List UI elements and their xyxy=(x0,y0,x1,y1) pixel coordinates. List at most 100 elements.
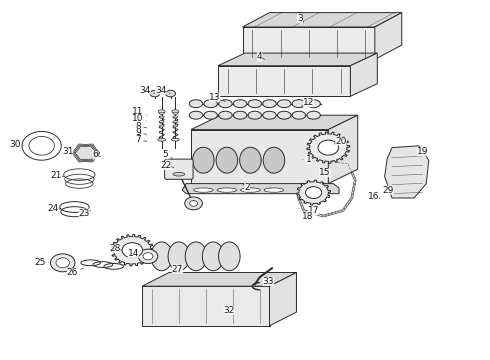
Text: 32: 32 xyxy=(223,306,235,315)
Polygon shape xyxy=(297,180,330,205)
Text: 1: 1 xyxy=(303,156,312,164)
Circle shape xyxy=(22,131,61,160)
Text: 24: 24 xyxy=(48,204,61,213)
Ellipse shape xyxy=(173,121,178,123)
Ellipse shape xyxy=(173,112,178,114)
Circle shape xyxy=(50,254,75,272)
Text: 14: 14 xyxy=(127,249,140,258)
Text: 12: 12 xyxy=(301,98,315,107)
Text: 8: 8 xyxy=(135,122,147,131)
Text: 15: 15 xyxy=(319,168,331,177)
Ellipse shape xyxy=(172,110,179,113)
Circle shape xyxy=(318,140,339,155)
Ellipse shape xyxy=(150,90,160,97)
Ellipse shape xyxy=(159,116,164,118)
Ellipse shape xyxy=(159,112,164,114)
Ellipse shape xyxy=(204,111,218,119)
Ellipse shape xyxy=(219,100,232,108)
Text: 26: 26 xyxy=(67,268,83,277)
Polygon shape xyxy=(218,53,377,66)
Polygon shape xyxy=(328,115,358,184)
Text: 5: 5 xyxy=(163,150,172,159)
Circle shape xyxy=(143,253,153,260)
Ellipse shape xyxy=(159,125,164,127)
Ellipse shape xyxy=(158,138,166,141)
Ellipse shape xyxy=(240,147,261,173)
Circle shape xyxy=(306,187,321,199)
Text: 18: 18 xyxy=(302,212,314,220)
Polygon shape xyxy=(111,234,154,266)
Circle shape xyxy=(122,243,143,258)
Ellipse shape xyxy=(264,188,284,192)
Ellipse shape xyxy=(216,147,238,173)
Text: 23: 23 xyxy=(78,209,91,217)
Text: 33: 33 xyxy=(263,277,274,286)
Ellipse shape xyxy=(204,100,218,108)
Ellipse shape xyxy=(193,147,214,173)
Polygon shape xyxy=(191,130,328,184)
Polygon shape xyxy=(375,13,402,59)
Ellipse shape xyxy=(173,116,178,118)
Polygon shape xyxy=(72,144,100,162)
Circle shape xyxy=(29,136,54,155)
Ellipse shape xyxy=(189,111,203,119)
Ellipse shape xyxy=(307,111,320,119)
Ellipse shape xyxy=(185,242,207,271)
Text: 29: 29 xyxy=(382,186,394,195)
Text: 11: 11 xyxy=(132,107,147,116)
Ellipse shape xyxy=(307,100,320,108)
Ellipse shape xyxy=(219,242,240,271)
Text: 17: 17 xyxy=(308,206,319,215)
Ellipse shape xyxy=(166,90,175,97)
Text: 4: 4 xyxy=(257,53,265,62)
Circle shape xyxy=(56,258,70,268)
Polygon shape xyxy=(74,145,98,161)
Ellipse shape xyxy=(241,188,260,192)
Text: 34: 34 xyxy=(139,86,155,95)
Ellipse shape xyxy=(158,110,165,113)
Polygon shape xyxy=(142,273,296,286)
Ellipse shape xyxy=(277,111,291,119)
Text: 27: 27 xyxy=(172,265,183,274)
Ellipse shape xyxy=(263,147,285,173)
Text: 28: 28 xyxy=(109,244,122,253)
Ellipse shape xyxy=(173,125,178,127)
Ellipse shape xyxy=(277,100,291,108)
Ellipse shape xyxy=(202,242,224,271)
Text: 9: 9 xyxy=(135,128,147,137)
Text: 31: 31 xyxy=(62,147,75,156)
Text: 34: 34 xyxy=(155,86,171,95)
Text: 30: 30 xyxy=(9,140,24,149)
Ellipse shape xyxy=(219,111,232,119)
Polygon shape xyxy=(191,115,358,130)
Ellipse shape xyxy=(292,100,306,108)
Circle shape xyxy=(185,197,202,210)
Polygon shape xyxy=(350,53,377,96)
Ellipse shape xyxy=(168,242,190,271)
Polygon shape xyxy=(243,13,402,27)
Ellipse shape xyxy=(233,111,247,119)
Polygon shape xyxy=(75,146,97,160)
Ellipse shape xyxy=(248,100,262,108)
Circle shape xyxy=(190,201,197,206)
Polygon shape xyxy=(307,132,350,163)
Text: 22: 22 xyxy=(160,161,174,170)
Text: 19: 19 xyxy=(416,148,428,157)
Ellipse shape xyxy=(194,188,213,192)
Ellipse shape xyxy=(159,121,164,123)
Polygon shape xyxy=(243,27,375,59)
Circle shape xyxy=(138,249,158,264)
Ellipse shape xyxy=(263,100,276,108)
Ellipse shape xyxy=(233,100,247,108)
Text: 21: 21 xyxy=(50,171,65,180)
Text: 20: 20 xyxy=(334,137,347,146)
Text: 16: 16 xyxy=(368,192,380,201)
Polygon shape xyxy=(270,273,296,326)
Ellipse shape xyxy=(248,111,262,119)
Ellipse shape xyxy=(151,242,172,271)
Ellipse shape xyxy=(263,111,276,119)
Polygon shape xyxy=(218,66,350,96)
Text: 13: 13 xyxy=(209,93,225,102)
Polygon shape xyxy=(182,184,339,194)
Polygon shape xyxy=(142,286,270,326)
